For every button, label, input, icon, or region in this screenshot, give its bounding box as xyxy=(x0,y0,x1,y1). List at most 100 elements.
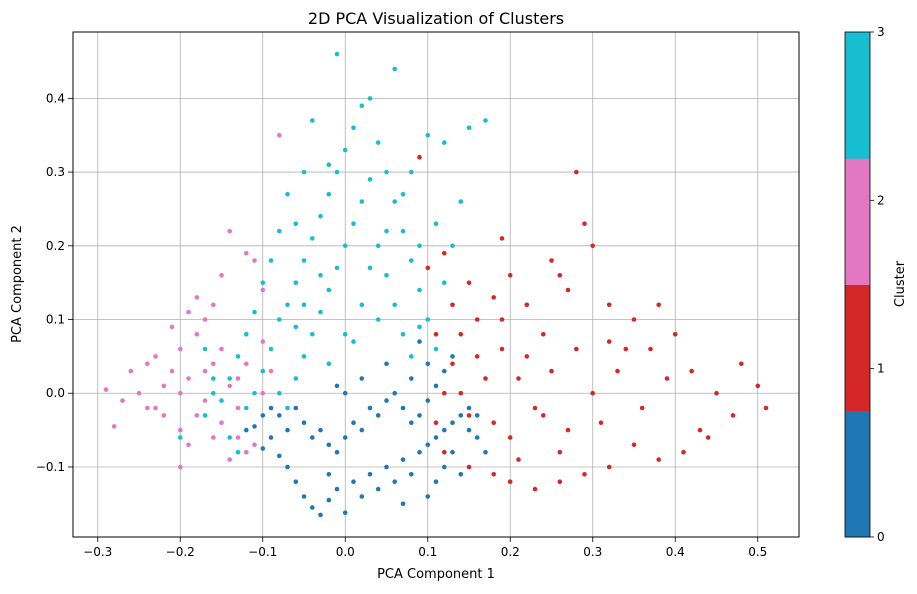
data-point xyxy=(359,427,365,433)
data-point xyxy=(450,449,455,455)
data-point xyxy=(161,413,167,418)
data-point xyxy=(417,287,422,293)
data-point xyxy=(310,118,315,123)
data-point xyxy=(252,258,257,263)
data-point xyxy=(714,390,719,396)
data-point xyxy=(557,273,563,278)
data-point xyxy=(590,390,595,396)
data-point xyxy=(235,435,241,440)
data-point xyxy=(442,250,447,256)
data-point xyxy=(466,427,472,433)
data-point xyxy=(590,243,595,249)
data-point xyxy=(474,413,480,418)
data-point xyxy=(672,332,678,337)
data-point xyxy=(310,236,315,241)
data-point xyxy=(417,449,422,455)
data-point xyxy=(219,420,224,426)
data-point xyxy=(301,420,307,426)
data-point xyxy=(227,383,232,389)
y-tick-label: 0.3 xyxy=(46,165,65,179)
colorbar-tick-label: 0 xyxy=(877,530,885,544)
data-point xyxy=(392,199,398,204)
data-point xyxy=(359,376,365,381)
x-tick-label: 0.3 xyxy=(583,545,602,559)
colorbar-tick-label: 2 xyxy=(877,193,885,207)
data-point xyxy=(409,258,414,263)
data-point xyxy=(178,435,183,440)
data-point xyxy=(111,424,117,429)
data-point xyxy=(202,368,208,374)
data-point xyxy=(202,398,208,403)
data-point xyxy=(334,486,340,492)
cluster-3-points xyxy=(178,51,488,455)
data-point xyxy=(606,464,612,470)
data-point xyxy=(318,512,323,518)
data-point xyxy=(178,427,183,433)
data-point xyxy=(705,435,711,440)
x-tick-label: 0.5 xyxy=(748,545,767,559)
data-point xyxy=(375,486,381,492)
data-point xyxy=(425,398,431,403)
data-point xyxy=(565,427,571,433)
x-axis-label: PCA Component 1 xyxy=(377,567,495,582)
data-point xyxy=(483,118,488,123)
data-point xyxy=(268,368,274,374)
data-point xyxy=(516,457,521,462)
data-point xyxy=(310,332,315,337)
x-tick-label: 0.0 xyxy=(336,545,355,559)
data-point xyxy=(293,221,299,226)
data-point xyxy=(499,346,505,352)
data-point xyxy=(367,472,373,477)
data-point xyxy=(244,250,249,256)
data-point xyxy=(326,287,332,293)
data-point xyxy=(318,214,323,219)
data-point xyxy=(433,221,439,226)
data-point xyxy=(359,302,365,308)
data-point xyxy=(128,368,134,374)
data-point xyxy=(400,332,406,337)
data-point xyxy=(689,368,694,374)
data-point xyxy=(219,346,224,352)
data-point xyxy=(277,132,282,138)
colorbar-frame xyxy=(844,31,871,538)
data-point xyxy=(450,243,455,249)
colorbar-segment xyxy=(845,158,870,285)
data-point xyxy=(367,177,373,182)
y-tick-label: 0.2 xyxy=(46,239,65,253)
data-point xyxy=(301,302,307,308)
data-point xyxy=(351,339,356,344)
data-point xyxy=(631,317,637,322)
colorbar-segment xyxy=(845,32,870,159)
data-point xyxy=(442,140,447,145)
y-tick-label: −0.1 xyxy=(36,460,65,474)
data-point xyxy=(409,354,414,359)
data-point xyxy=(606,339,612,344)
data-point xyxy=(483,449,488,455)
x-tick-label: 0.4 xyxy=(666,545,685,559)
data-point xyxy=(524,354,530,359)
data-point xyxy=(145,361,150,367)
colorbar-segment xyxy=(845,410,870,538)
data-point xyxy=(400,228,406,234)
data-point xyxy=(458,199,464,204)
data-point xyxy=(194,413,200,418)
data-point xyxy=(342,435,348,440)
data-point xyxy=(153,405,158,411)
x-tick-label: 0.2 xyxy=(501,545,520,559)
colorbar-tick-label: 1 xyxy=(877,362,885,376)
data-point xyxy=(293,405,299,411)
data-point xyxy=(433,332,439,337)
data-point xyxy=(367,265,373,271)
data-point xyxy=(227,228,232,234)
data-point xyxy=(359,103,365,108)
data-point xyxy=(474,317,480,322)
data-point xyxy=(507,435,513,440)
data-point xyxy=(433,479,439,485)
data-point xyxy=(351,221,356,226)
data-point xyxy=(194,332,200,337)
data-point xyxy=(268,346,274,352)
data-point xyxy=(260,413,266,418)
data-point xyxy=(301,169,307,175)
data-point xyxy=(285,302,290,308)
y-axis-label: PCA Component 2 xyxy=(10,225,25,343)
